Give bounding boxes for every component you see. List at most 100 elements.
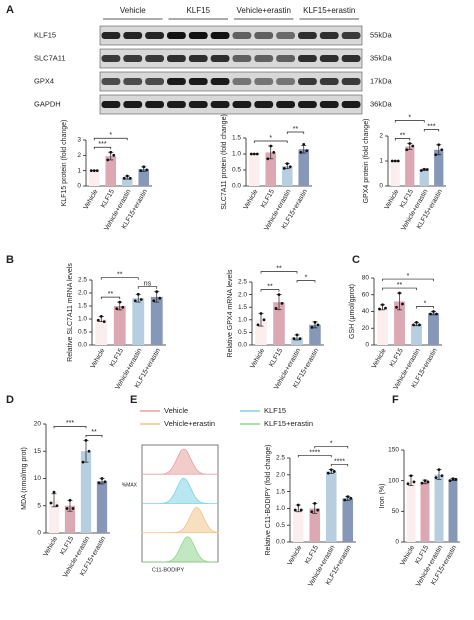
data-point — [293, 508, 297, 512]
significance-label: *** — [66, 420, 74, 427]
panel-label: C — [352, 254, 360, 266]
data-point — [440, 148, 444, 152]
significance-bracket — [260, 271, 298, 274]
panel-label: A — [6, 4, 14, 16]
blot-band — [319, 78, 339, 85]
data-point — [396, 159, 400, 163]
flow-histogram — [142, 536, 218, 563]
data-point — [274, 307, 278, 310]
blot-band — [276, 78, 295, 85]
bar — [309, 324, 321, 345]
y-tick-label: 1.0 — [238, 317, 247, 324]
y-tick-label: 0.5 — [232, 167, 241, 174]
y-tick-label: 0.5 — [238, 329, 247, 336]
data-point — [122, 176, 126, 180]
significance-label: ** — [293, 126, 299, 133]
y-tick-label: 0 — [77, 183, 81, 190]
significance-bracket — [53, 426, 87, 429]
panel-label: F — [392, 394, 399, 406]
data-point — [92, 169, 96, 173]
blot-band — [188, 55, 208, 62]
data-point — [145, 168, 149, 172]
data-point — [118, 300, 122, 304]
y-tick-label: 20 — [362, 325, 370, 332]
blot-group-label: Vehicle+erastin — [237, 6, 291, 15]
blot-band — [145, 55, 164, 62]
error-bar — [51, 493, 57, 508]
significance-label: * — [424, 300, 427, 307]
data-point — [302, 143, 306, 146]
blot-band — [298, 55, 317, 62]
data-point — [255, 152, 259, 156]
data-point — [432, 310, 435, 313]
data-point — [412, 323, 415, 327]
significance-bracket — [137, 286, 158, 289]
significance-label: **** — [334, 458, 345, 465]
data-point — [299, 151, 303, 154]
bar — [428, 313, 439, 345]
blot-band — [123, 55, 143, 62]
bar — [298, 149, 310, 186]
significance-label: **** — [309, 449, 320, 456]
data-point — [296, 503, 300, 507]
data-point — [112, 153, 116, 157]
y-tick-label: 1.5 — [276, 488, 285, 495]
blot-band — [232, 101, 252, 108]
data-point — [256, 323, 260, 327]
significance-bracket — [416, 306, 434, 309]
significance-label: ns — [144, 281, 152, 288]
significance-label: *** — [98, 141, 106, 148]
y-tick-label: 0.0 — [276, 539, 285, 546]
y-tick-label: 0 — [395, 539, 399, 546]
significance-label: ** — [108, 291, 114, 298]
blot-band — [254, 32, 274, 39]
significance-bracket — [93, 137, 128, 141]
data-point — [158, 296, 162, 300]
bar — [88, 170, 100, 186]
bar — [406, 480, 416, 542]
y-tick-label: 1.0 — [276, 505, 285, 512]
data-point — [133, 299, 137, 303]
blot-band — [167, 78, 186, 85]
data-point — [115, 307, 119, 310]
data-point — [422, 167, 426, 171]
data-point — [395, 305, 398, 309]
bar — [121, 177, 133, 186]
data-point — [99, 315, 103, 318]
bar — [105, 156, 117, 186]
blot-band — [210, 78, 230, 85]
data-point — [95, 169, 99, 173]
significance-bracket — [100, 277, 139, 280]
significance-bracket — [93, 146, 112, 150]
data-point — [381, 303, 384, 307]
bar — [138, 169, 150, 186]
data-point — [288, 165, 292, 169]
blot-band — [167, 101, 186, 108]
y-tick-label: 60 — [362, 291, 370, 298]
data-point — [103, 480, 107, 484]
blot-row-label: KLF15 — [34, 30, 56, 39]
data-point — [71, 507, 75, 510]
blot-band — [101, 101, 121, 108]
data-point — [52, 490, 56, 494]
blot-band — [254, 55, 274, 62]
data-point — [425, 168, 429, 171]
data-point — [49, 501, 53, 505]
data-point — [139, 169, 143, 173]
data-point — [125, 174, 129, 178]
significance-bracket — [330, 464, 349, 467]
data-point — [313, 320, 317, 324]
y-axis-label: Iron (%) — [379, 484, 386, 509]
data-point — [266, 157, 270, 161]
significance-bracket — [394, 120, 425, 123]
data-point — [419, 169, 423, 172]
y-tick-label: 2.5 — [276, 455, 285, 462]
data-point — [152, 299, 156, 303]
bar — [273, 302, 285, 345]
legend-label: Vehicle — [164, 406, 188, 415]
y-axis-label: GSH (μmol/gprot) — [349, 284, 356, 339]
data-point — [426, 480, 430, 484]
y-tick-label: 2.5 — [238, 279, 247, 286]
y-tick-label: 2.0 — [276, 472, 285, 479]
blot-band — [123, 32, 143, 39]
